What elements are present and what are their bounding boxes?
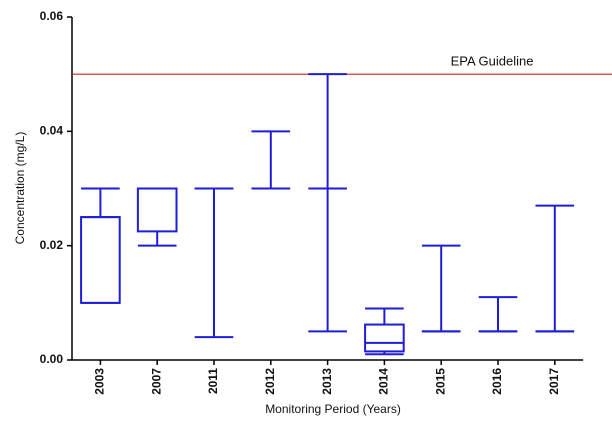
y-tick-label: 0.02 [40, 238, 64, 252]
x-tick-label: 2011 [206, 368, 220, 394]
reference-label: EPA Guideline [451, 54, 534, 69]
box [80, 216, 121, 304]
y-tick-label: 0.06 [40, 9, 64, 23]
x-tick-label: 2003 [93, 368, 107, 395]
x-tick-label: 2007 [149, 368, 163, 395]
y-tick-label: 0.00 [40, 352, 64, 366]
x-tick-label: 2012 [263, 368, 277, 395]
x-tick-label: 2015 [433, 368, 447, 395]
y-tick-label: 0.04 [40, 124, 64, 138]
box [364, 323, 405, 353]
y-axis-title: Concentration (mg/L) [13, 132, 27, 245]
x-axis-title: Monitoring Period (Years) [265, 402, 401, 416]
box [136, 187, 178, 233]
x-tick-label: 2017 [547, 368, 561, 395]
x-tick-label: 2014 [377, 368, 391, 395]
x-tick-label: 2016 [490, 368, 504, 395]
x-tick-label: 2013 [320, 368, 334, 395]
